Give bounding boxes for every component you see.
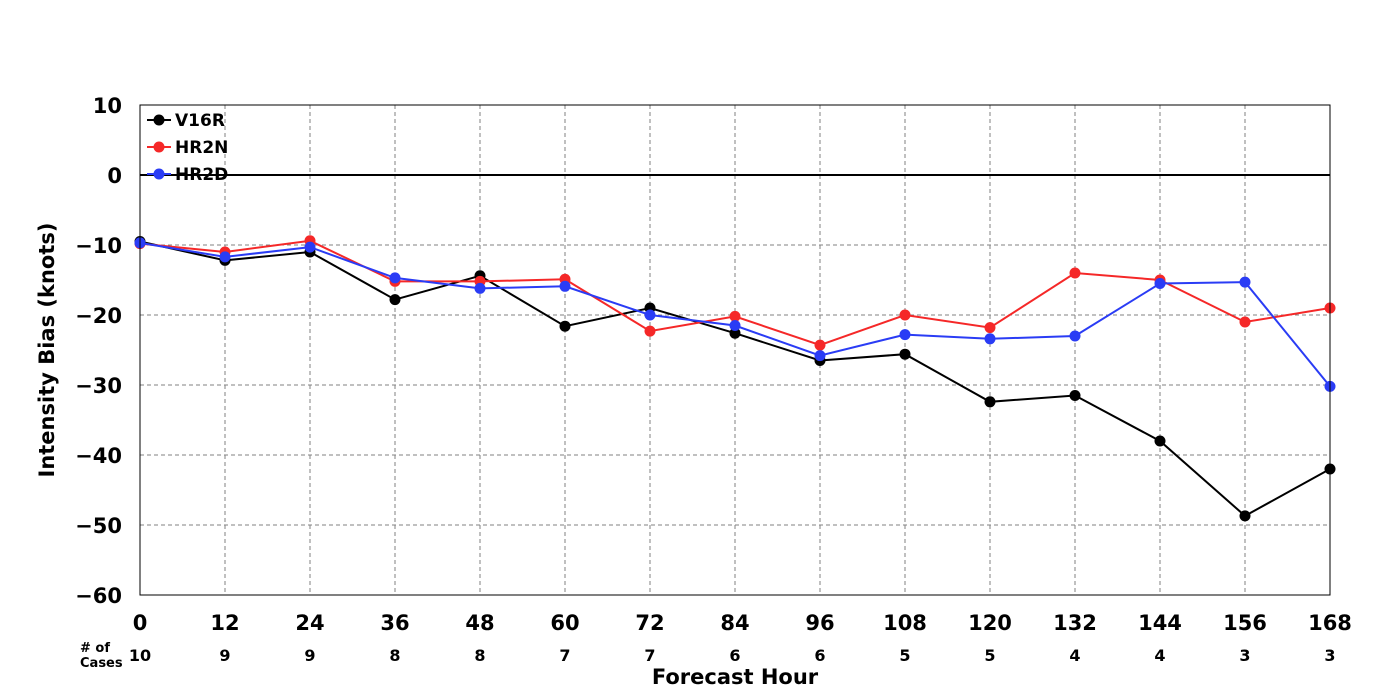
cases-label: # of Cases xyxy=(80,641,123,671)
y-tick-label: 0 xyxy=(107,164,122,188)
case-count: 7 xyxy=(559,646,570,665)
data-point xyxy=(644,309,656,321)
case-count: 7 xyxy=(644,646,655,665)
case-count: 9 xyxy=(219,646,230,665)
x-axis-title: Forecast Hour xyxy=(652,665,819,689)
data-point xyxy=(559,320,571,332)
case-count: 10 xyxy=(129,646,151,665)
data-point xyxy=(899,309,911,321)
case-count: 4 xyxy=(1154,646,1165,665)
data-point xyxy=(984,396,996,408)
legend: V16R HR2N HR2D xyxy=(147,111,228,185)
x-tick-labels: 0 12 24 36 48 60 72 84 96 108 120 132 144 156 168 xyxy=(133,611,1352,635)
case-count: 3 xyxy=(1239,646,1250,665)
data-point xyxy=(219,251,231,263)
data-point xyxy=(984,322,996,334)
data-point xyxy=(1239,276,1251,288)
data-point xyxy=(1069,267,1081,279)
data-point xyxy=(474,282,486,294)
legend-label: HR2D xyxy=(175,165,228,185)
data-point xyxy=(1239,510,1251,522)
y-tick-label: −10 xyxy=(75,234,122,258)
data-point xyxy=(814,339,826,351)
case-count: 6 xyxy=(814,646,825,665)
y-tick-label: −60 xyxy=(75,584,122,608)
case-count: 4 xyxy=(1069,646,1080,665)
cases-label-line-1: # of xyxy=(80,641,110,656)
data-point xyxy=(729,320,741,331)
y-tick-label: −30 xyxy=(75,374,122,398)
data-point xyxy=(644,325,656,337)
data-point xyxy=(559,280,571,292)
legend-marker xyxy=(153,141,165,153)
x-tick-label: 60 xyxy=(550,611,579,635)
case-count: 8 xyxy=(474,646,485,665)
x-tick-label: 96 xyxy=(805,611,834,635)
data-point xyxy=(1069,330,1081,342)
data-point xyxy=(1154,435,1166,447)
y-tick-label: −20 xyxy=(75,304,122,328)
x-tick-label: 72 xyxy=(635,611,664,635)
data-point xyxy=(984,333,996,345)
x-tick-label: 120 xyxy=(968,611,1012,635)
case-count: 9 xyxy=(304,646,315,665)
x-tick-label: 168 xyxy=(1308,611,1352,635)
data-point xyxy=(899,329,911,341)
y-tick-label: −50 xyxy=(75,514,122,538)
y-tick-label: −40 xyxy=(75,444,122,468)
y-tick-label: 10 xyxy=(93,94,122,118)
x-tick-label: 84 xyxy=(720,611,749,635)
case-count: 5 xyxy=(899,646,910,665)
legend-label: HR2N xyxy=(175,138,228,158)
cases-row: # of Cases 10 9 9 8 8 7 7 6 6 5 5 4 4 3 3 xyxy=(80,641,1336,671)
grid-lines xyxy=(140,105,1330,595)
case-count: 8 xyxy=(389,646,400,665)
cases-label-line-2: Cases xyxy=(80,656,123,671)
data-point xyxy=(1239,316,1251,328)
case-count: 3 xyxy=(1324,646,1335,665)
x-tick-label: 156 xyxy=(1223,611,1267,635)
legend-marker xyxy=(153,114,165,126)
data-point xyxy=(389,294,401,306)
x-tick-label: 12 xyxy=(210,611,239,635)
series-hr2d xyxy=(134,237,1336,392)
data-point xyxy=(729,310,741,322)
x-tick-label: 132 xyxy=(1053,611,1097,635)
legend-label: V16R xyxy=(175,111,225,131)
x-tick-label: 108 xyxy=(883,611,927,635)
data-point xyxy=(304,241,316,253)
case-count: 5 xyxy=(984,646,995,665)
data-point xyxy=(1154,278,1166,289)
data-point xyxy=(389,272,401,284)
x-tick-label: 48 xyxy=(465,611,494,635)
data-point xyxy=(729,327,741,339)
data-point xyxy=(899,348,911,360)
x-tick-label: 24 xyxy=(295,611,324,635)
x-tick-label: 144 xyxy=(1138,611,1182,635)
y-tick-labels: 10 0 −10 −20 −30 −40 −50 −60 xyxy=(75,94,122,608)
legend-marker xyxy=(153,168,165,180)
x-tick-label: 0 xyxy=(133,611,148,635)
y-axis-title: Intensity Bias (knots) xyxy=(35,223,59,478)
case-count: 6 xyxy=(729,646,740,665)
data-point xyxy=(814,350,826,362)
data-point xyxy=(1069,390,1081,401)
plot-frame xyxy=(139,104,1331,596)
series-lines xyxy=(134,235,1336,522)
x-tick-label: 36 xyxy=(380,611,409,635)
